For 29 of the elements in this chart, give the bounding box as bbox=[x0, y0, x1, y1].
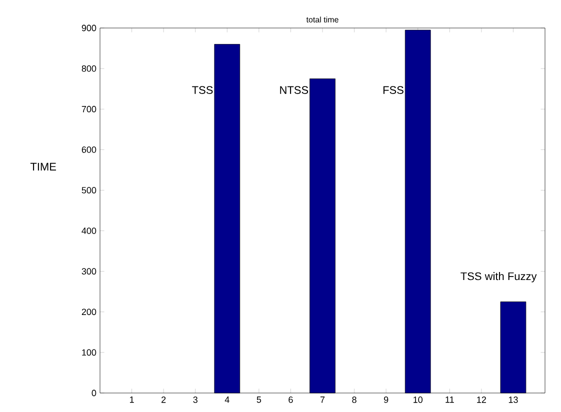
x-tick-label: 5 bbox=[256, 396, 262, 403]
x-tick-label: 2 bbox=[162, 396, 166, 403]
x-tick-label: 1 bbox=[130, 396, 134, 403]
annotation: TSS with Fuzzy bbox=[460, 272, 537, 282]
y-tick-label: 900 bbox=[82, 24, 96, 32]
x-tick-label: 12 bbox=[477, 396, 486, 403]
x-tick-label: 6 bbox=[288, 396, 293, 403]
y-tick-label: 100 bbox=[82, 349, 96, 356]
y-tick-label: 600 bbox=[82, 146, 96, 153]
x-tick-label: 4 bbox=[224, 396, 230, 403]
annotation: FSS bbox=[383, 86, 404, 94]
x-tick-label: 3 bbox=[193, 396, 198, 403]
chart-title: total time bbox=[306, 16, 338, 22]
annotation: NTSS bbox=[280, 86, 308, 94]
x-tick-label: 7 bbox=[320, 396, 325, 403]
x-tick-label: 11 bbox=[446, 396, 454, 403]
y-tick-label: 0 bbox=[92, 390, 96, 396]
x-tick-label: 10 bbox=[414, 396, 423, 403]
y-axis-title: TIME bbox=[30, 162, 56, 170]
y-tick-label: 500 bbox=[82, 187, 96, 194]
y-tick-label: 200 bbox=[82, 308, 96, 316]
y-tick-label: 300 bbox=[82, 268, 96, 275]
x-tick-label: 13 bbox=[508, 396, 518, 403]
y-tick-label: 400 bbox=[82, 228, 96, 234]
x-tick-label: 9 bbox=[384, 396, 388, 403]
y-tick-label: 700 bbox=[82, 106, 96, 112]
annotation: TSS bbox=[192, 86, 213, 94]
x-tick-label: 8 bbox=[352, 396, 356, 403]
y-tick-label: 800 bbox=[82, 65, 96, 72]
